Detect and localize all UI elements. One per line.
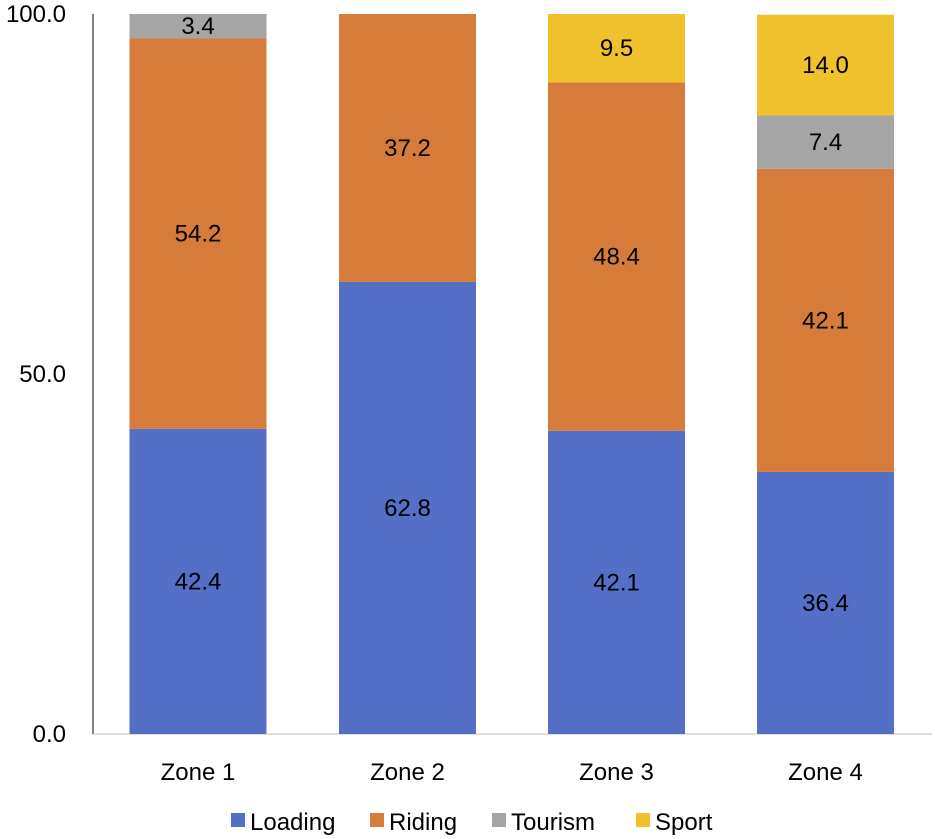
- legend-label-tourism: Tourism: [511, 809, 595, 836]
- y-tick-labels: 0.0 50.0 100.0: [6, 1, 66, 748]
- data-label-zone-4-sport: 14.0: [802, 52, 849, 79]
- data-label-zone-4-riding: 42.1: [802, 307, 849, 334]
- x-tick-label-zone-1: Zone 1: [161, 759, 236, 786]
- y-tick-label: 100.0: [6, 1, 66, 28]
- y-tick-label: 50.0: [19, 361, 66, 388]
- legend-item-sport: Sport: [636, 809, 713, 836]
- x-tick-label-zone-2: Zone 2: [370, 759, 445, 786]
- bar-zone-2-riding: [339, 14, 476, 282]
- data-label-zone-1-loading: 42.4: [175, 568, 222, 595]
- legend-label-riding: Riding: [389, 809, 457, 836]
- x-tick-label-zone-3: Zone 3: [579, 759, 654, 786]
- data-label-zone-1-tourism: 3.4: [181, 13, 214, 40]
- data-label-zone-4-tourism: 7.4: [809, 129, 842, 156]
- x-tick-label-zone-4: Zone 4: [788, 759, 863, 786]
- bar-zone-1-tourism: [129, 14, 267, 39]
- bars-group: 42.4 54.2 3.4 62.8 37.2 42.1 48.4 9.5 36.4 42.1 7.…: [129, 13, 894, 734]
- bar-zone-3-loading: [548, 430, 685, 734]
- data-label-zone-4-loading: 36.4: [802, 590, 849, 617]
- legend-item-loading: Loading: [231, 809, 335, 836]
- data-label-zone-3-riding: 48.4: [593, 244, 640, 271]
- data-label-zone-2-loading: 62.8: [384, 495, 431, 522]
- x-tick-labels: Zone 1 Zone 2 Zone 3 Zone 4: [161, 759, 863, 786]
- legend-label-loading: Loading: [250, 809, 335, 836]
- legend-item-tourism: Tourism: [492, 809, 595, 836]
- data-label-zone-3-loading: 42.1: [593, 569, 640, 596]
- bar-zone-3-riding: [548, 82, 685, 431]
- legend-label-sport: Sport: [655, 809, 713, 836]
- legend-swatch-riding: [370, 813, 384, 827]
- legend: Loading Riding Tourism Sport: [231, 809, 713, 836]
- bar-zone-4-loading: [757, 471, 894, 734]
- bar-zone-4-tourism: [757, 115, 894, 169]
- legend-swatch-tourism: [492, 813, 506, 827]
- data-label-zone-2-riding: 37.2: [384, 135, 431, 162]
- bar-zone-4-riding: [757, 168, 894, 472]
- legend-swatch-sport: [636, 813, 650, 827]
- data-label-zone-1-riding: 54.2: [175, 221, 222, 248]
- bar-zone-3-sport: [548, 14, 685, 83]
- bar-zone-1-riding: [129, 38, 267, 429]
- bar-zone-2-loading: [339, 281, 476, 734]
- bar-zone-1-loading: [129, 428, 267, 734]
- data-label-zone-3-sport: 9.5: [600, 35, 633, 62]
- y-tick-label: 0.0: [33, 721, 66, 748]
- bar-zone-4-sport: [757, 14, 894, 116]
- legend-item-riding: Riding: [370, 809, 457, 836]
- legend-swatch-loading: [231, 813, 245, 827]
